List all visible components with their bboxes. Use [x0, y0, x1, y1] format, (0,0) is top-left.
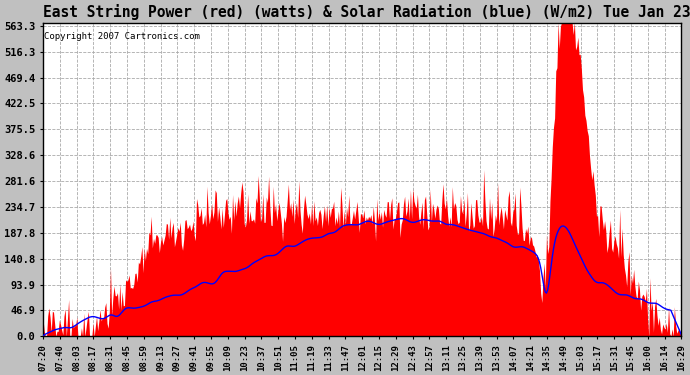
Text: Copyright 2007 Cartronics.com: Copyright 2007 Cartronics.com: [44, 32, 200, 41]
Text: East String Power (red) (watts) & Solar Radiation (blue) (W/m2) Tue Jan 23 16:50: East String Power (red) (watts) & Solar …: [43, 4, 690, 20]
